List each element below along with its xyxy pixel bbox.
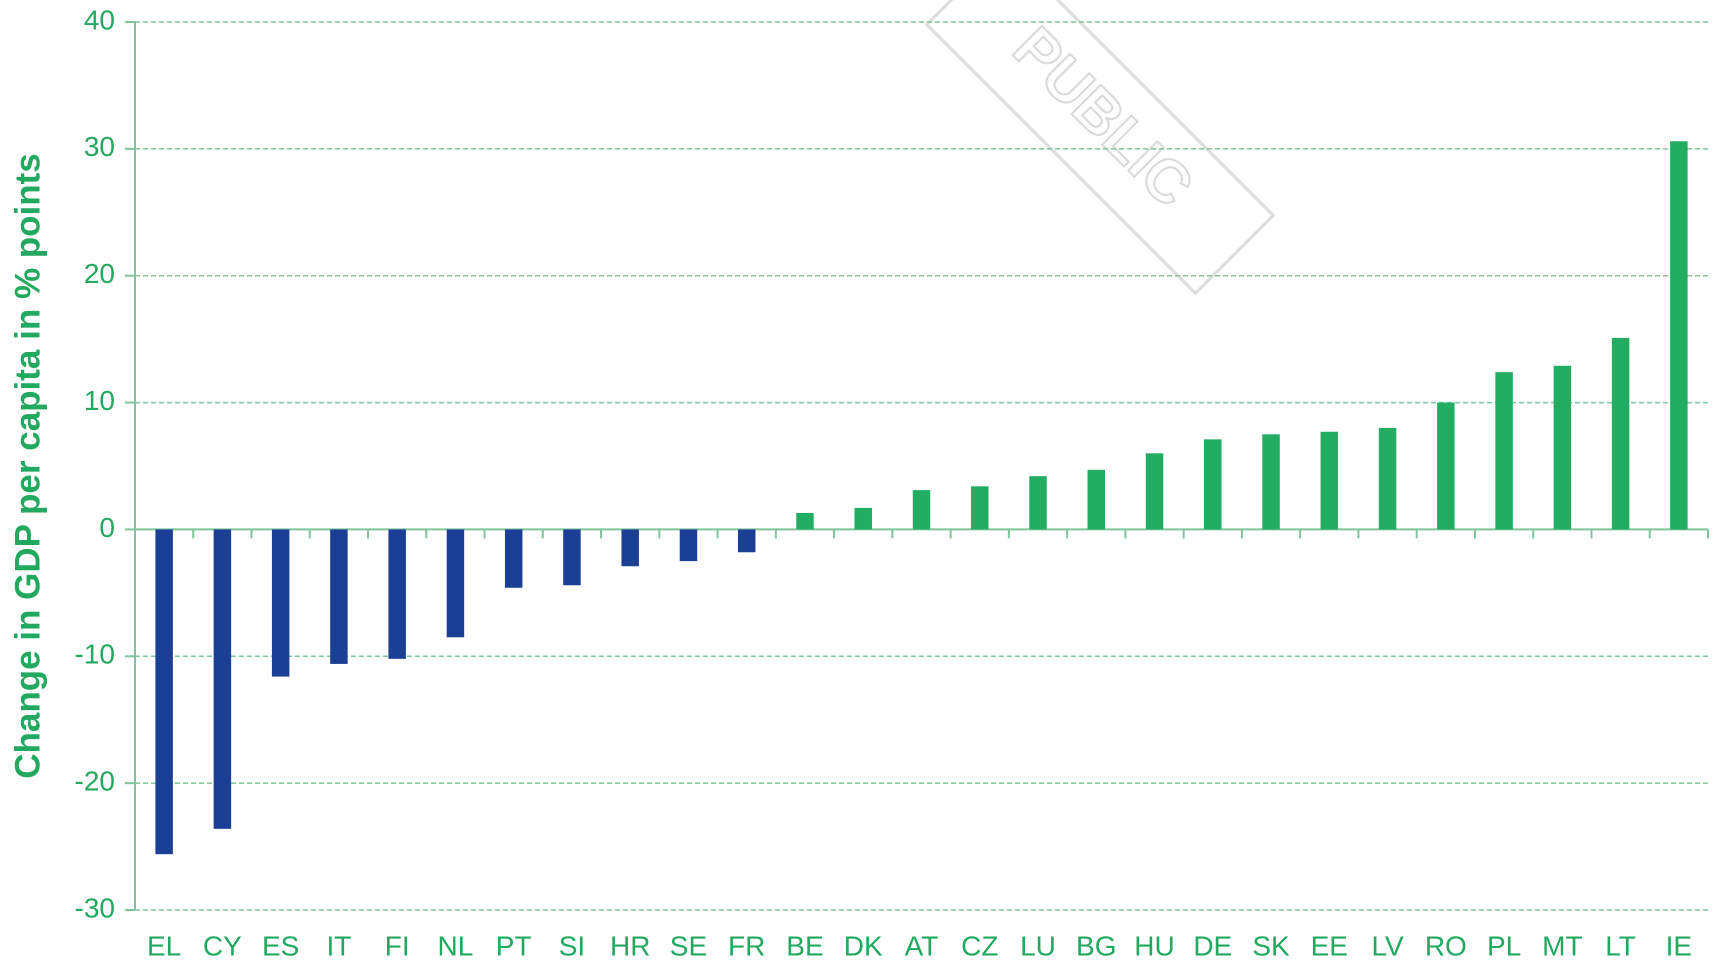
- x-tick-label: BE: [786, 930, 823, 961]
- x-tick-label: IT: [326, 930, 351, 961]
- bar: [504, 529, 523, 588]
- x-tick-label: CZ: [961, 930, 998, 961]
- y-tick-label: -10: [75, 639, 115, 670]
- x-tick-label: ES: [262, 930, 299, 961]
- bar: [1262, 434, 1280, 530]
- bar: [155, 529, 173, 855]
- x-tick-label: AT: [905, 930, 939, 961]
- x-tick-label: RO: [1425, 930, 1467, 961]
- bar: [1320, 431, 1339, 530]
- x-tick-label: MT: [1542, 930, 1582, 961]
- bar: [446, 529, 465, 638]
- x-tick-label: SE: [670, 930, 707, 961]
- bar: [971, 486, 989, 530]
- bar: [1553, 365, 1572, 530]
- x-tick-label: LT: [1605, 930, 1636, 961]
- x-tick-label: DE: [1193, 930, 1232, 961]
- x-tick-label: CY: [203, 930, 242, 961]
- x-tick-label: PT: [496, 930, 532, 961]
- y-tick-label: -20: [75, 766, 115, 797]
- bar: [1145, 453, 1164, 530]
- y-tick-label: -30: [75, 892, 115, 923]
- bar: [388, 529, 406, 659]
- bar: [912, 490, 931, 530]
- y-tick-label: 20: [84, 258, 115, 289]
- bar: [737, 529, 756, 553]
- bar: [1670, 141, 1688, 530]
- x-tick-label: FR: [728, 930, 765, 961]
- y-tick-label: 30: [84, 131, 115, 162]
- bar: [330, 529, 348, 664]
- y-tick-label: 10: [84, 385, 115, 416]
- bar: [1378, 427, 1397, 530]
- watermark-frame: [924, 0, 1276, 296]
- bar: [563, 529, 581, 586]
- x-tick-label: DK: [844, 930, 883, 961]
- x-tick-label: EL: [147, 930, 181, 961]
- x-tick-label: IE: [1666, 930, 1692, 961]
- bar: [1437, 402, 1455, 530]
- bar: [1495, 372, 1513, 530]
- x-tick-label: FI: [385, 930, 410, 961]
- x-tick-label: HR: [610, 930, 650, 961]
- x-tick-label: EE: [1311, 930, 1348, 961]
- bar: [1611, 337, 1630, 530]
- x-tick-label: NL: [438, 930, 474, 961]
- bar: [1029, 476, 1047, 530]
- bar: [213, 529, 232, 829]
- bar: [271, 529, 290, 677]
- watermark: PUBLIC: [924, 0, 1276, 296]
- bar: [1204, 439, 1222, 530]
- y-tick-label: 40: [84, 4, 115, 35]
- bar: [796, 512, 814, 530]
- bar: [621, 529, 639, 567]
- bar: [854, 507, 872, 530]
- x-tick-label: HU: [1134, 930, 1174, 961]
- x-tick-label: SK: [1252, 930, 1290, 961]
- y-tick-label: 0: [99, 512, 115, 543]
- bar: [1087, 469, 1106, 530]
- x-tick-label: SI: [559, 930, 585, 961]
- x-tick-label: BG: [1076, 930, 1116, 961]
- x-tick-label: LU: [1020, 930, 1056, 961]
- x-tick-label: LV: [1371, 930, 1403, 961]
- y-axis-label: Change in GDP per capita in % points: [8, 153, 47, 779]
- x-tick-label: PL: [1487, 930, 1521, 961]
- bar: [679, 529, 698, 562]
